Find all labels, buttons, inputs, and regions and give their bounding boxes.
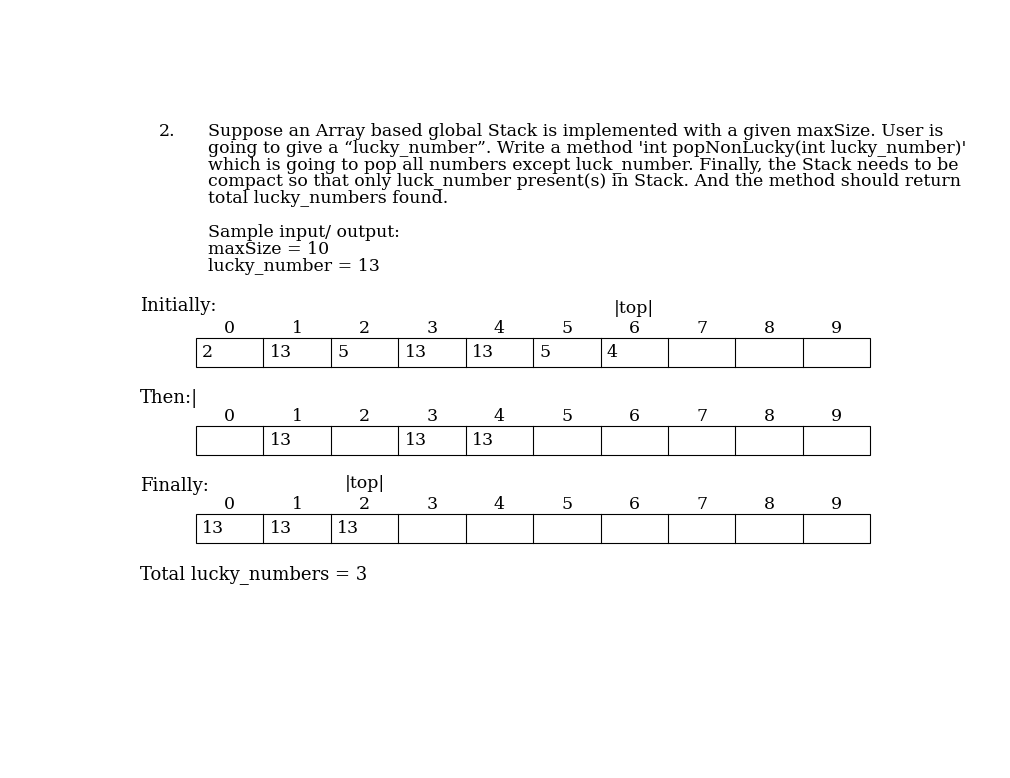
- Text: |top|: |top|: [614, 300, 654, 317]
- Text: 5: 5: [539, 345, 550, 361]
- Text: 5: 5: [562, 408, 573, 426]
- Text: 3: 3: [426, 321, 437, 338]
- Text: 9: 9: [831, 321, 842, 338]
- Text: compact so that only luck_number present(s) in Stack. And the method should retu: compact so that only luck_number present…: [208, 173, 961, 191]
- Text: 13: 13: [270, 520, 292, 537]
- Text: 1: 1: [292, 496, 303, 513]
- Text: Total lucky_numbers = 3: Total lucky_numbers = 3: [140, 565, 368, 584]
- Text: 8: 8: [764, 408, 775, 426]
- Text: 0: 0: [224, 496, 235, 513]
- Text: 13: 13: [404, 345, 426, 361]
- Text: 4: 4: [607, 345, 618, 361]
- Text: 2: 2: [359, 408, 370, 426]
- Text: Sample input/ output:: Sample input/ output:: [208, 224, 400, 241]
- Text: lucky_number = 13: lucky_number = 13: [208, 258, 380, 275]
- Text: 2: 2: [359, 496, 370, 513]
- Text: 6: 6: [629, 321, 639, 338]
- Text: 1: 1: [292, 408, 303, 426]
- Text: 0: 0: [224, 408, 235, 426]
- Text: 13: 13: [202, 520, 224, 537]
- Text: 5: 5: [562, 321, 573, 338]
- Text: 0: 0: [224, 321, 235, 338]
- Text: 7: 7: [696, 408, 707, 426]
- Text: 9: 9: [831, 408, 842, 426]
- Text: 1: 1: [292, 321, 303, 338]
- Text: which is going to pop all numbers except luck_number. Finally, the Stack needs t: which is going to pop all numbers except…: [208, 156, 958, 173]
- Text: 4: 4: [494, 408, 505, 426]
- Text: 5: 5: [562, 496, 573, 513]
- Text: Then:|: Then:|: [140, 389, 198, 408]
- Text: 13: 13: [270, 345, 292, 361]
- Text: 2: 2: [202, 345, 213, 361]
- Text: 6: 6: [629, 496, 639, 513]
- Text: 13: 13: [404, 432, 426, 449]
- Text: 7: 7: [696, 321, 707, 338]
- Text: 8: 8: [764, 321, 775, 338]
- Text: 2: 2: [359, 321, 370, 338]
- Text: 3: 3: [426, 408, 437, 426]
- Text: Suppose an Array based global Stack is implemented with a given maxSize. User is: Suppose an Array based global Stack is i…: [208, 123, 943, 139]
- Text: total lucky_numbers found.: total lucky_numbers found.: [208, 191, 447, 208]
- Bar: [196, 426, 871, 455]
- Text: Finally:: Finally:: [140, 477, 209, 495]
- Bar: [196, 513, 871, 543]
- Text: 5: 5: [337, 345, 348, 361]
- Text: 13: 13: [270, 432, 292, 449]
- Text: 13: 13: [472, 432, 494, 449]
- Text: 9: 9: [831, 496, 842, 513]
- Text: 4: 4: [494, 321, 505, 338]
- Text: 7: 7: [696, 496, 707, 513]
- Text: going to give a “lucky_number”. Write a method 'int popNonLucky(int lucky_number: going to give a “lucky_number”. Write a …: [208, 139, 966, 156]
- Text: 13: 13: [472, 345, 494, 361]
- Text: 4: 4: [494, 496, 505, 513]
- Text: 13: 13: [337, 520, 360, 537]
- Bar: [196, 338, 871, 367]
- Text: maxSize = 10: maxSize = 10: [208, 241, 328, 258]
- Text: 2.: 2.: [159, 123, 176, 139]
- Text: 8: 8: [764, 496, 775, 513]
- Text: 6: 6: [629, 408, 639, 426]
- Text: Initially:: Initially:: [140, 296, 217, 314]
- Text: |top|: |top|: [344, 475, 385, 492]
- Text: 3: 3: [426, 496, 437, 513]
